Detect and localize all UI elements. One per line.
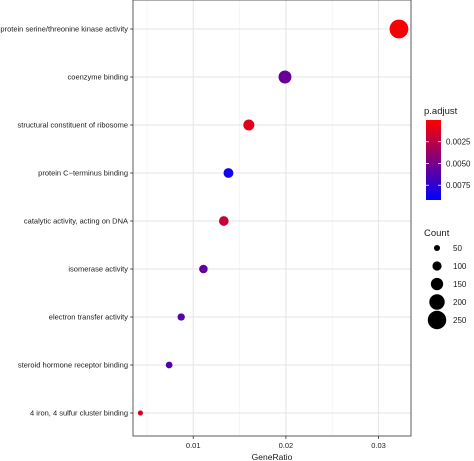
- plot-panel: [133, 0, 411, 436]
- category-label: structural constituent of ribosome: [18, 121, 128, 130]
- data-points: [137, 19, 409, 416]
- category-label: isomerase activity: [68, 265, 128, 274]
- x-axis-ticks: 0.01 0.02 0.03: [186, 436, 386, 450]
- data-point: [199, 264, 208, 274]
- size-legend-label: 150: [453, 280, 467, 289]
- size-legend-label: 200: [453, 298, 467, 307]
- color-legend-ticks: 0.0025 0.0050 0.0075: [426, 138, 471, 190]
- size-legend-items: 50 100 150 200 250: [427, 244, 467, 330]
- size-legend: Count 50 100 150 200 250: [424, 228, 467, 330]
- color-legend-label: 0.0050: [446, 159, 471, 168]
- category-label: coenzyme binding: [68, 73, 128, 82]
- color-legend-bar: [426, 120, 441, 200]
- x-tick-label: 0.02: [279, 441, 294, 450]
- size-legend-label: 100: [453, 262, 467, 271]
- data-point: [278, 70, 292, 84]
- data-point: [218, 216, 229, 226]
- size-legend-dot: [429, 294, 445, 310]
- size-legend-label: 50: [453, 244, 462, 253]
- data-point: [137, 410, 143, 416]
- x-tick-label: 0.01: [186, 441, 201, 450]
- category-labels: protein serine/threonine kinase activity…: [0, 25, 133, 418]
- color-legend: p.adjust 0.0025 0.0050 0.0075: [424, 106, 471, 200]
- size-legend-label: 250: [453, 316, 467, 325]
- category-label: protein serine/threonine kinase activity: [0, 25, 128, 34]
- data-point: [177, 313, 185, 321]
- color-legend-label: 0.0075: [446, 181, 471, 190]
- category-label: electron transfer activity: [49, 313, 128, 322]
- color-legend-label: 0.0025: [446, 138, 471, 147]
- data-point: [243, 119, 255, 131]
- x-tick-label: 0.03: [371, 441, 386, 450]
- size-legend-dot: [430, 277, 444, 291]
- data-point: [165, 361, 173, 369]
- x-axis-title: GeneRatio: [252, 452, 293, 461]
- data-point: [389, 19, 409, 39]
- size-legend-dot: [432, 261, 442, 271]
- data-point: [223, 168, 234, 178]
- size-legend-dot: [427, 310, 447, 330]
- plot-border: [132, 0, 412, 437]
- category-label: steroid hormone receptor binding: [18, 361, 128, 370]
- category-label: protein C−terminus binding: [38, 169, 128, 178]
- category-label: 4 iron, 4 sulfur cluster binding: [30, 409, 128, 418]
- color-legend-title: p.adjust: [424, 106, 458, 117]
- category-label: catalytic activity, acting on DNA: [24, 217, 128, 226]
- size-legend-title: Count: [424, 228, 450, 239]
- size-legend-dot: [433, 244, 441, 252]
- grid-lines: [133, 0, 411, 436]
